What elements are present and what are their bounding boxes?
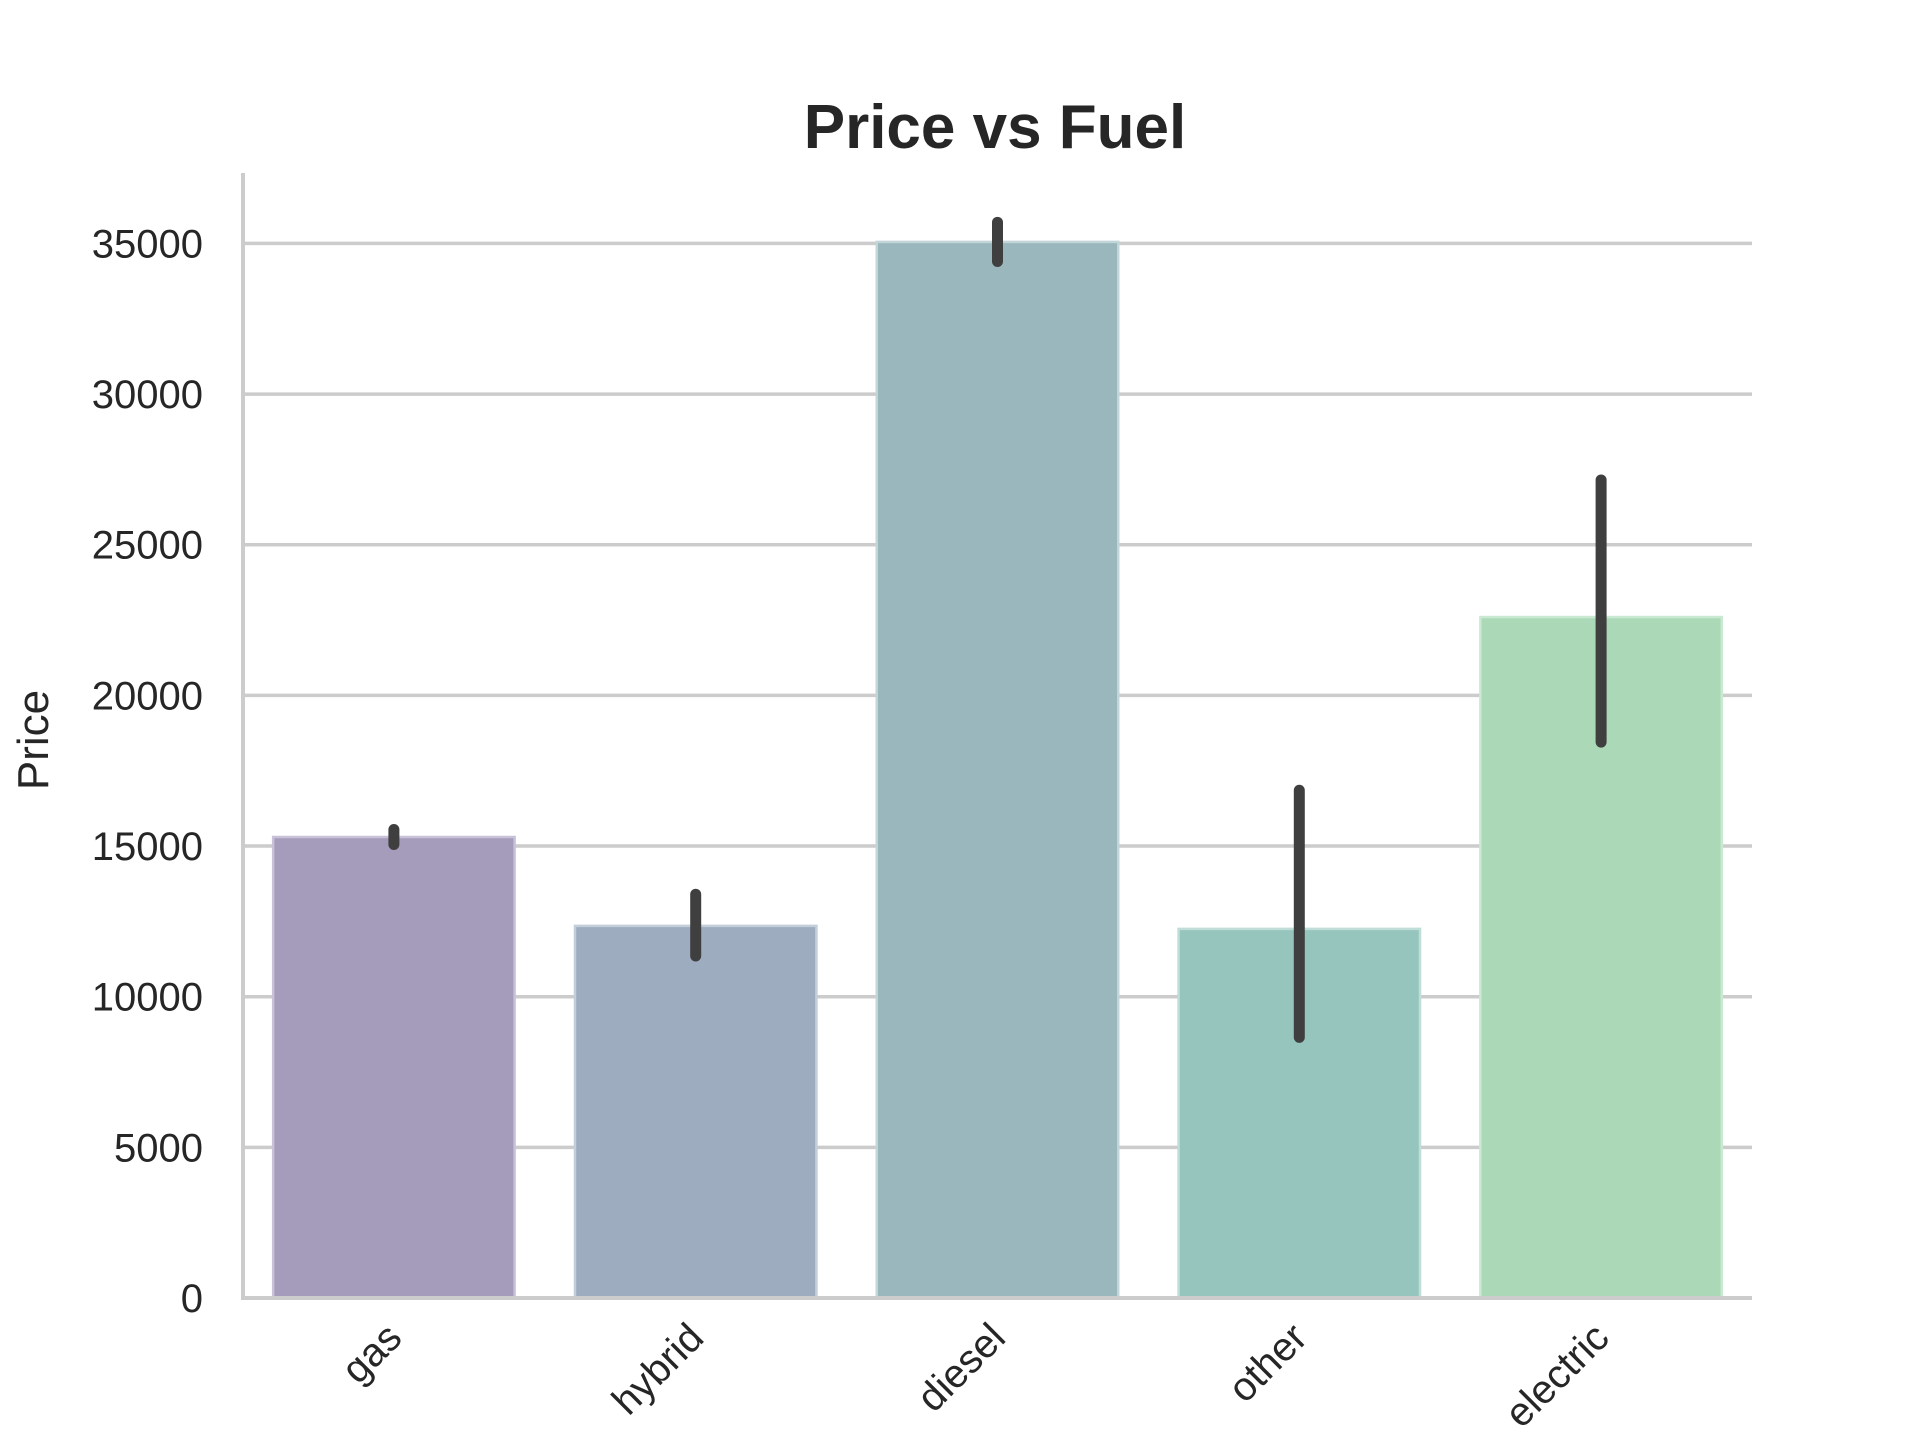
y-tick-label-15000: 15000 [92,825,203,869]
bar-diesel [875,240,1120,1300]
x-tick-label-gas: gas [334,1315,411,1392]
y-tick-label-25000: 25000 [92,524,203,568]
x-tick-labels: gas hybrid diesel other electric [334,1315,1618,1436]
axes [241,173,1752,1300]
bar-hybrid [573,924,818,1300]
y-tick-label-30000: 30000 [92,373,203,417]
error-bars [388,216,1607,1043]
x-tick-label-other: other [1220,1315,1316,1411]
y-tick-label-5000: 5000 [114,1126,203,1170]
y-tick-labels: 0 5000 10000 15000 20000 25000 30000 35000 [92,222,203,1321]
y-tick-label-10000: 10000 [92,976,203,1020]
x-tick-label-electric: electric [1497,1315,1618,1436]
y-tick-label-20000: 20000 [92,674,203,718]
chart-title: Price vs Fuel [804,93,1187,162]
x-tick-label-diesel: diesel [909,1315,1014,1420]
y-axis-label: Price [9,690,58,790]
x-tick-label-hybrid: hybrid [604,1315,712,1423]
y-tick-label-0: 0 [181,1277,203,1321]
bar-gas [271,835,516,1300]
y-tick-label-35000: 35000 [92,222,203,266]
bars [271,240,1724,1300]
